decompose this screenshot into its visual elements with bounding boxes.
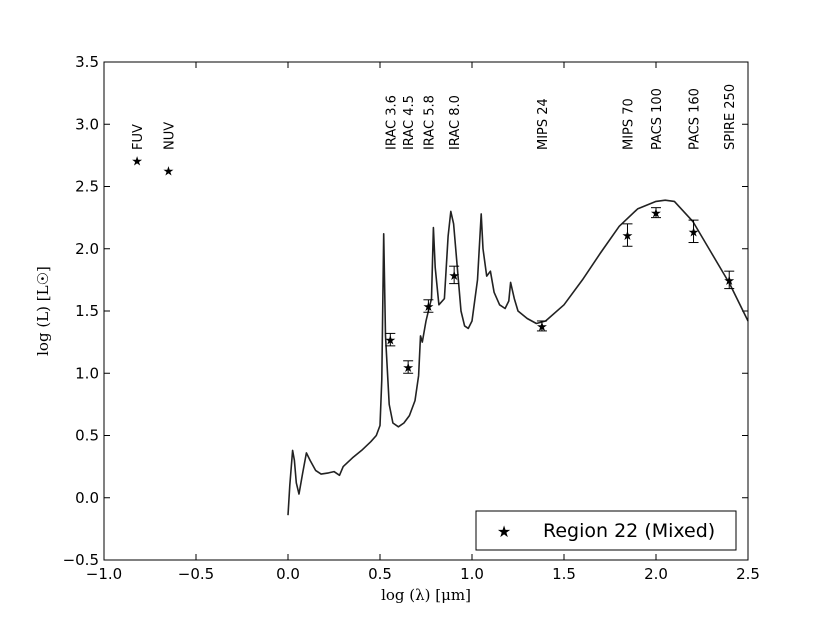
y-tick-label: 0.5 — [75, 427, 99, 445]
data-point-star: ★ — [536, 320, 548, 335]
y-axis-label: log (L) [L☉] — [34, 266, 52, 356]
legend-box — [475, 510, 737, 551]
x-tick-label: −1.0 — [86, 565, 122, 583]
band-label: MIPS 24 — [536, 98, 551, 150]
data-point-star: ★ — [163, 164, 175, 179]
x-tick-label: 1.0 — [460, 565, 484, 583]
data-point-star: ★ — [688, 225, 700, 240]
x-tick-label: 2.0 — [644, 565, 668, 583]
y-tick-label: 2.0 — [75, 240, 99, 258]
model-sed-curve — [287, 199, 749, 516]
data-point-star: ★ — [423, 300, 435, 315]
x-axis-label: log (λ) [μm] — [381, 586, 471, 604]
band-label: IRAC 4.5 — [402, 95, 417, 150]
band-label: NUV — [162, 122, 177, 150]
data-point-star: ★ — [131, 154, 143, 169]
plot-frame — [103, 61, 749, 561]
data-point-star: ★ — [622, 229, 634, 244]
data-point-star: ★ — [384, 334, 396, 349]
band-label: IRAC 8.0 — [448, 95, 463, 150]
data-point-star: ★ — [448, 269, 460, 284]
y-tick-label: 1.5 — [75, 302, 99, 320]
band-label: SPIRE 250 — [723, 84, 738, 150]
y-tick-label: 1.0 — [75, 364, 99, 382]
data-point-star: ★ — [650, 207, 662, 222]
legend-marker: ★ — [497, 522, 511, 541]
band-label: PACS 100 — [650, 88, 665, 150]
x-tick-label: 0.5 — [368, 565, 392, 583]
x-tick-label: 1.5 — [552, 565, 576, 583]
x-tick-label: 0.0 — [276, 565, 300, 583]
data-point-star: ★ — [402, 361, 414, 376]
plot-layer: −1.0 −0.5 0.0 0.5 1.0 1.5 2.0 2.5−0.50.00.51.01… — [63, 53, 760, 583]
legend: ★ Region 22 (Mixed) — [475, 510, 737, 551]
y-tick-label: 0.0 — [75, 489, 99, 507]
band-label: MIPS 70 — [621, 98, 636, 150]
data-point-star: ★ — [723, 274, 735, 289]
y-tick-label: 2.5 — [75, 178, 99, 196]
x-tick-label: −0.5 — [178, 565, 214, 583]
band-label: IRAC 5.8 — [422, 95, 437, 150]
y-tick-label: 3.5 — [75, 53, 99, 71]
band-label: FUV — [131, 124, 146, 150]
legend-label: Region 22 (Mixed) — [543, 520, 715, 542]
y-tick-label: 3.0 — [75, 115, 99, 133]
band-label: PACS 160 — [688, 88, 703, 150]
y-tick-label: −0.5 — [63, 551, 99, 569]
x-tick-label: 2.5 — [736, 565, 760, 583]
band-label: IRAC 3.6 — [384, 95, 399, 150]
